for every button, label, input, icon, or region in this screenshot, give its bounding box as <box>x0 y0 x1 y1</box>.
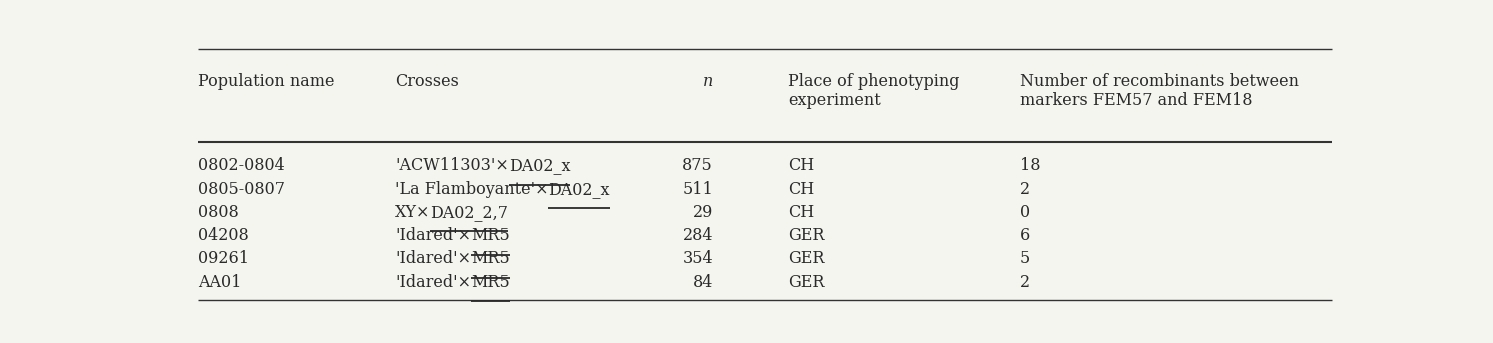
Text: 0: 0 <box>1020 204 1030 221</box>
Text: 875: 875 <box>682 157 714 174</box>
Text: Crosses: Crosses <box>394 73 458 90</box>
Text: XY×: XY× <box>394 204 430 221</box>
Text: Place of phenotyping
experiment: Place of phenotyping experiment <box>788 73 960 109</box>
Text: DA02_x: DA02_x <box>548 181 611 198</box>
Text: GER: GER <box>788 274 824 291</box>
Text: 284: 284 <box>682 227 714 244</box>
Text: n: n <box>703 73 714 90</box>
Text: DA02_2,7: DA02_2,7 <box>430 204 508 221</box>
Text: CH: CH <box>788 157 815 174</box>
Text: 'La Flamboyante'×: 'La Flamboyante'× <box>394 181 548 198</box>
Text: 354: 354 <box>682 250 714 267</box>
Text: 0802-0804: 0802-0804 <box>199 157 285 174</box>
Text: 'Idared'×: 'Idared'× <box>394 250 470 267</box>
Text: 2: 2 <box>1020 274 1030 291</box>
Text: GER: GER <box>788 227 824 244</box>
Text: 'Idared'×: 'Idared'× <box>394 227 470 244</box>
Text: 6: 6 <box>1020 227 1030 244</box>
Text: 0805-0807: 0805-0807 <box>199 181 285 198</box>
Text: MR5: MR5 <box>470 227 509 244</box>
Text: Number of recombinants between
markers FEM57 and FEM18: Number of recombinants between markers F… <box>1020 73 1299 109</box>
Text: 2: 2 <box>1020 181 1030 198</box>
Text: 511: 511 <box>682 181 714 198</box>
Text: CH: CH <box>788 204 815 221</box>
Text: 'Idared'×: 'Idared'× <box>394 274 470 291</box>
Text: DA02_x: DA02_x <box>509 157 570 174</box>
Text: 29: 29 <box>693 204 714 221</box>
Text: 09261: 09261 <box>199 250 249 267</box>
Text: AA01: AA01 <box>199 274 242 291</box>
Text: CH: CH <box>788 181 815 198</box>
Text: 0808: 0808 <box>199 204 239 221</box>
Text: 5: 5 <box>1020 250 1030 267</box>
Text: 'ACW11303'×: 'ACW11303'× <box>394 157 509 174</box>
Text: Population name: Population name <box>199 73 334 90</box>
Text: MR5: MR5 <box>470 274 509 291</box>
Text: 04208: 04208 <box>199 227 249 244</box>
Text: GER: GER <box>788 250 824 267</box>
Text: MR5: MR5 <box>470 250 509 267</box>
Text: 18: 18 <box>1020 157 1041 174</box>
Text: 84: 84 <box>693 274 714 291</box>
